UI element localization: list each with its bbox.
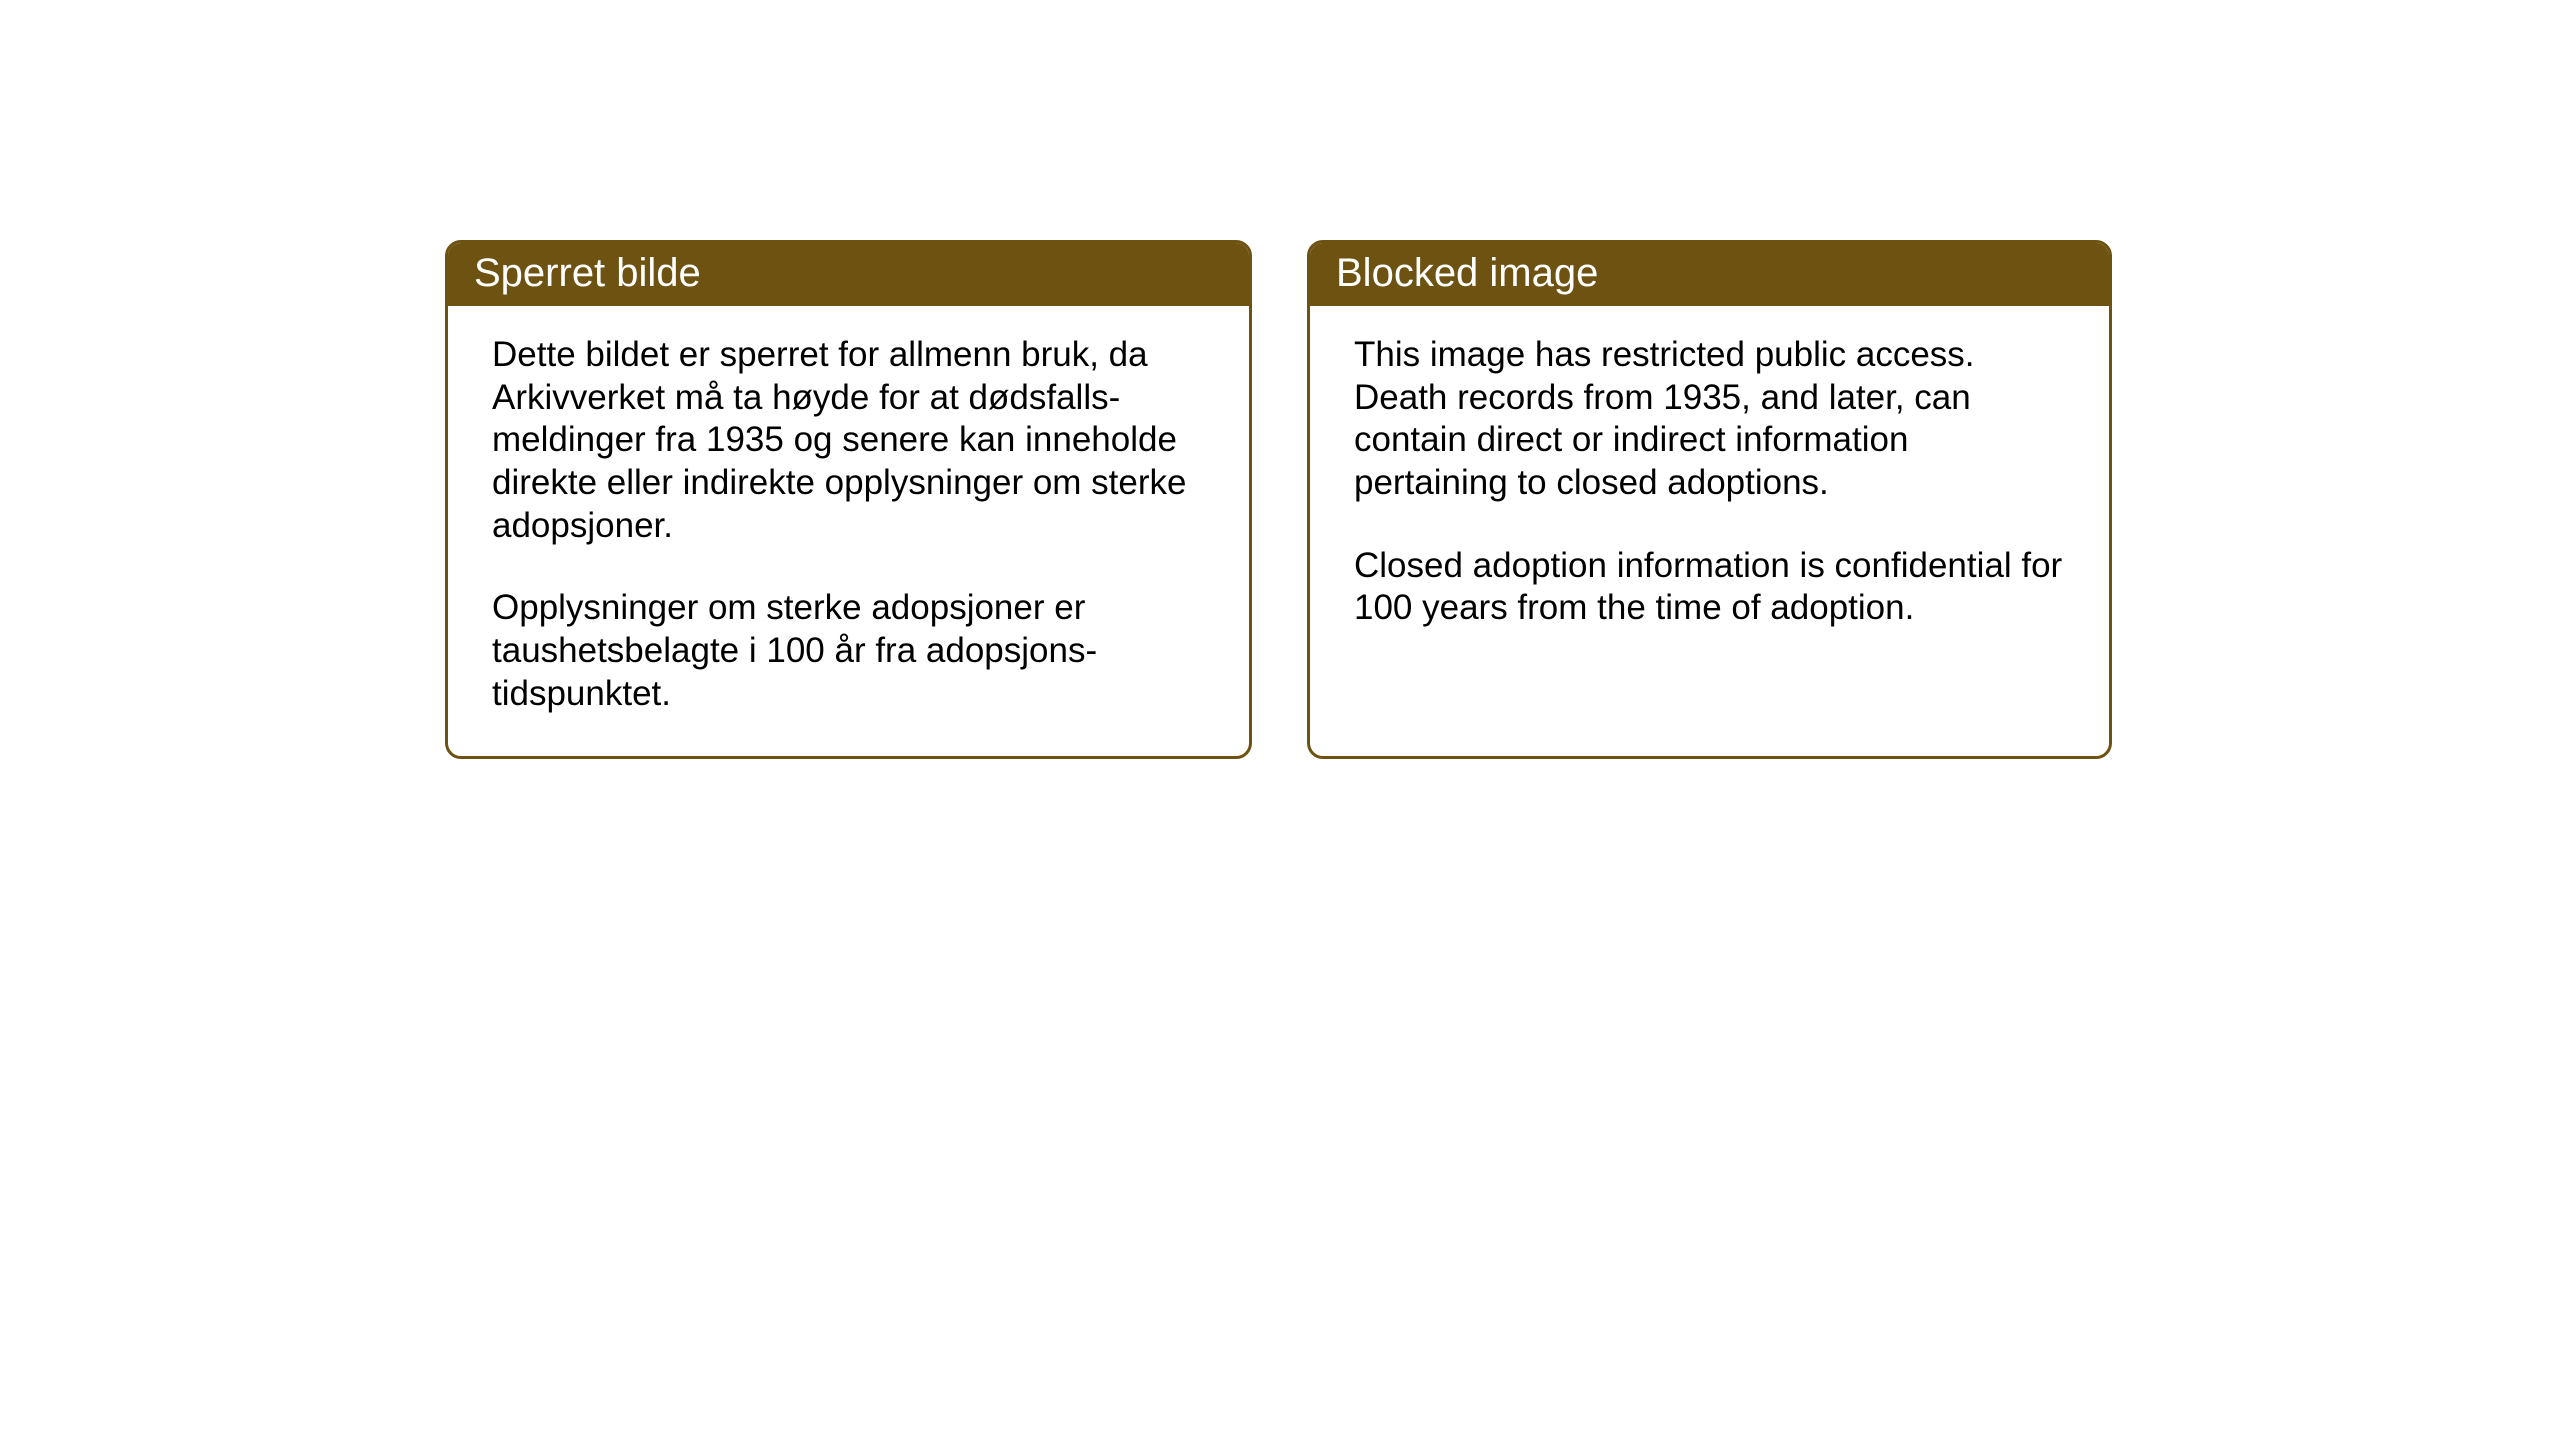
notice-container: Sperret bilde Dette bildet er sperret fo… bbox=[445, 240, 2112, 759]
notice-paragraph-2-english: Closed adoption information is confident… bbox=[1354, 545, 2065, 630]
notice-header-norwegian: Sperret bilde bbox=[448, 243, 1249, 306]
notice-paragraph-1-english: This image has restricted public access.… bbox=[1354, 334, 2065, 505]
notice-box-norwegian: Sperret bilde Dette bildet er sperret fo… bbox=[445, 240, 1252, 759]
notice-header-english: Blocked image bbox=[1310, 243, 2109, 306]
notice-box-english: Blocked image This image has restricted … bbox=[1307, 240, 2112, 759]
notice-content-norwegian: Dette bildet er sperret for allmenn bruk… bbox=[448, 306, 1249, 756]
notice-content-english: This image has restricted public access.… bbox=[1310, 306, 2109, 710]
notice-paragraph-1-norwegian: Dette bildet er sperret for allmenn bruk… bbox=[492, 334, 1205, 547]
notice-paragraph-2-norwegian: Opplysninger om sterke adopsjoner er tau… bbox=[492, 587, 1205, 715]
